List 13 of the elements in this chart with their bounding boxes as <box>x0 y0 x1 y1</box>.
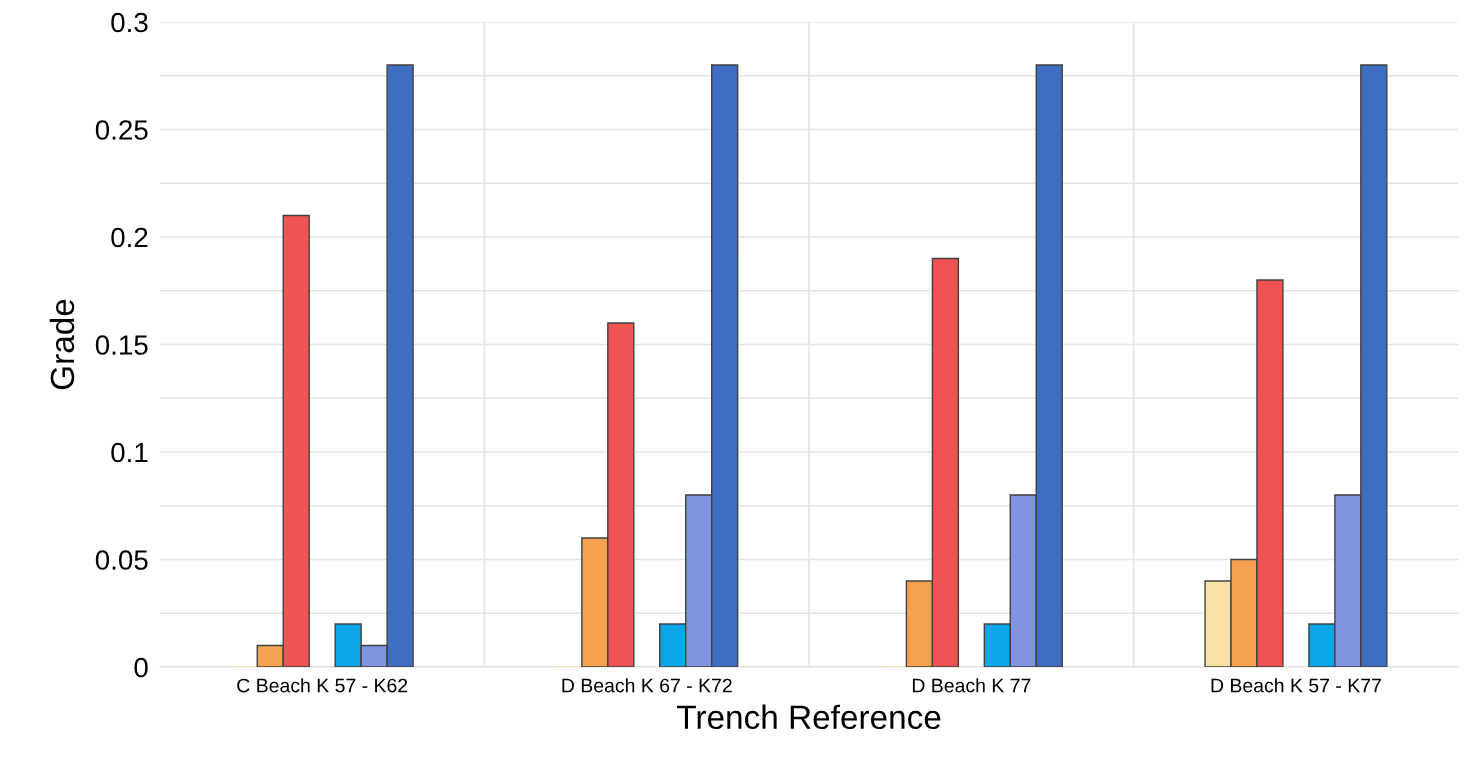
y-axis-title: Grade <box>49 299 75 390</box>
y-tick-label: 0.3 <box>111 12 148 33</box>
x-tick-label: D Beach K 67 - K72 <box>562 678 732 693</box>
x-tick-label: D Beach K 77 <box>912 678 1031 693</box>
y-tick-label: 0.1 <box>111 442 148 463</box>
y-tick-label: 0.2 <box>111 227 148 248</box>
x-tick-label: C Beach K 57 - K62 <box>237 678 408 693</box>
y-tick-label: 0 <box>134 657 148 678</box>
x-axis-title: Trench Reference <box>677 704 941 730</box>
y-tick-label: 0.15 <box>95 335 148 355</box>
y-tick-label: 0.25 <box>95 120 148 140</box>
y-tick-label: 0.05 <box>95 550 148 570</box>
x-tick-label: D Beach K 57 - K77 <box>1211 678 1381 693</box>
